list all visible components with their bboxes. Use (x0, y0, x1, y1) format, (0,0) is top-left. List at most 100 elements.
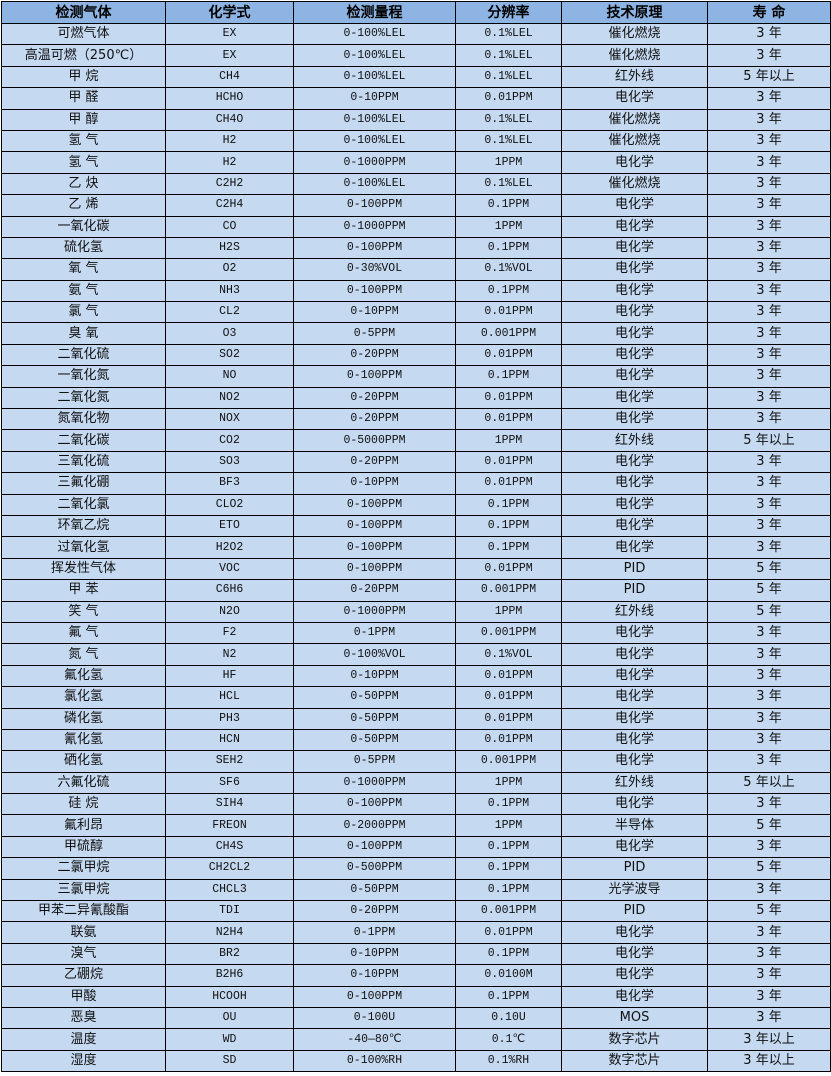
principle-cell: 电化学 (561, 450, 708, 474)
lifespan-cell: 3 年 (707, 985, 831, 1008)
gas-name-cell: 乙硼烷 (1, 964, 166, 987)
resolution-cell: 0.01PPM (455, 472, 562, 495)
principle-cell: 电化学 (561, 536, 708, 559)
lifespan-cell: 3 年 (707, 835, 831, 859)
lifespan-cell: 3 年 (707, 964, 831, 987)
lifespan-cell: 3 年 (707, 1006, 831, 1030)
formula-cell: CH4O (165, 108, 294, 131)
principle-cell: 电化学 (561, 365, 708, 388)
resolution-cell: 0.1%LEL (455, 22, 562, 46)
gas-name-cell: 甲 醛 (1, 87, 166, 110)
table-row: 甲酸 HCOOH 0-100PPM 0.1PPM 电化学 3 年 (1, 985, 831, 1008)
formula-cell: HCOOH (165, 985, 294, 1008)
formula-cell: TDI (165, 900, 294, 923)
resolution-cell: 0.1PPM (455, 878, 562, 902)
header-formula: 化学式 (165, 1, 294, 24)
header-range: 检测量程 (293, 1, 456, 24)
range-cell: 0-5PPM (293, 322, 456, 345)
gas-name-cell: 一氧化碳 (1, 215, 166, 238)
lifespan-cell: 3 年 (707, 472, 831, 495)
resolution-cell: 0.1PPM (455, 365, 562, 388)
range-cell: 0-100PPM (293, 365, 456, 388)
lifespan-cell: 3 年 (707, 215, 831, 238)
formula-cell: CHCL3 (165, 878, 294, 902)
formula-cell: C6H6 (165, 579, 294, 602)
resolution-cell: 1PPM (455, 814, 562, 837)
principle-cell: 电化学 (561, 707, 708, 730)
principle-cell: 红外线 (561, 600, 708, 623)
table-row: 高温可燃（250℃） EX 0-100%LEL 0.1%LEL 催化燃烧 3 年 (1, 44, 831, 67)
lifespan-cell: 3 年 (707, 386, 831, 410)
header-principle: 技术原理 (561, 1, 708, 24)
gas-name-cell: 环氧乙烷 (1, 514, 166, 538)
formula-cell: HCHO (165, 87, 294, 110)
resolution-cell: 0.1PPM (455, 194, 562, 217)
table-row: 甲 烷 CH4 0-100%LEL 0.1%LEL 红外线 5 年以上 (1, 65, 831, 89)
formula-cell: CO2 (165, 429, 294, 452)
table-row: 六氟化硫 SF6 0-1000PPM 1PPM 红外线 5 年以上 (1, 771, 831, 795)
gas-name-cell: 硒化氢 (1, 750, 166, 773)
lifespan-cell: 3 年 (707, 621, 831, 645)
range-cell: 0-100PPM (293, 279, 456, 303)
range-cell: 0-100%LEL (293, 108, 456, 131)
resolution-cell: 0.01PPM (455, 301, 562, 324)
range-cell: 0-50PPM (293, 728, 456, 752)
formula-cell: H2O2 (165, 536, 294, 559)
gas-name-cell: 氟利昂 (1, 814, 166, 837)
table-row: 氯 气 CL2 0-10PPM 0.01PPM 电化学 3 年 (1, 301, 831, 324)
range-cell: 0-50PPM (293, 686, 456, 709)
range-cell: 0-1PPM (293, 621, 456, 645)
lifespan-cell: 3 年 (707, 151, 831, 174)
lifespan-cell: 3 年 (707, 493, 831, 516)
lifespan-cell: 3 年 (707, 322, 831, 345)
table-row: 臭 氧 O3 0-5PPM 0.001PPM 电化学 3 年 (1, 322, 831, 345)
range-cell: 0-100PPM (293, 194, 456, 217)
resolution-cell: 0.01PPM (455, 386, 562, 410)
lifespan-cell: 3 年 (707, 279, 831, 303)
formula-cell: SO2 (165, 343, 294, 367)
gas-name-cell: 氯化氢 (1, 686, 166, 709)
formula-cell: C2H4 (165, 194, 294, 217)
lifespan-cell: 3 年 (707, 129, 831, 153)
principle-cell: 电化学 (561, 301, 708, 324)
range-cell: 0-100U (293, 1006, 456, 1030)
gas-name-cell: 氟 气 (1, 621, 166, 645)
formula-cell: CLO2 (165, 493, 294, 516)
range-cell: 0-1000PPM (293, 151, 456, 174)
formula-cell: CH4S (165, 835, 294, 859)
principle-cell: 电化学 (561, 87, 708, 110)
resolution-cell: 0.01PPM (455, 450, 562, 474)
gas-name-cell: 甲硫醇 (1, 835, 166, 859)
principle-cell: 电化学 (561, 964, 708, 987)
formula-cell: O3 (165, 322, 294, 345)
resolution-cell: 0.10U (455, 1006, 562, 1030)
lifespan-cell: 3 年 (707, 536, 831, 559)
gas-name-cell: 三氧化硫 (1, 450, 166, 474)
lifespan-cell: 3 年 (707, 942, 831, 966)
table-row: 氟 气 F2 0-1PPM 0.001PPM 电化学 3 年 (1, 621, 831, 645)
principle-cell: 红外线 (561, 771, 708, 795)
range-cell: 0-10PPM (293, 87, 456, 110)
table-row: 三氯甲烷 CHCL3 0-50PPM 0.1PPM 光学波导 3 年 (1, 878, 831, 902)
resolution-cell: 0.001PPM (455, 621, 562, 645)
lifespan-cell: 3 年以上 (707, 1049, 831, 1073)
principle-cell: 催化燃烧 (561, 108, 708, 131)
lifespan-cell: 3 年 (707, 514, 831, 538)
gas-name-cell: 三氟化硼 (1, 472, 166, 495)
range-cell: 0-50PPM (293, 878, 456, 902)
range-cell: 0-10PPM (293, 301, 456, 324)
formula-cell: C2H2 (165, 172, 294, 196)
range-cell: 0-100%LEL (293, 129, 456, 153)
principle-cell: 电化学 (561, 835, 708, 859)
range-cell: 0-100PPM (293, 236, 456, 260)
resolution-cell: 0.1PPM (455, 236, 562, 260)
formula-cell: CL2 (165, 301, 294, 324)
table-row: 氮 气 N2 0-100%VOL 0.1%VOL 电化学 3 年 (1, 643, 831, 666)
range-cell: 0-100PPM (293, 835, 456, 859)
gas-name-cell: 恶臭 (1, 1006, 166, 1030)
table-row: 氢 气 H2 0-1000PPM 1PPM 电化学 3 年 (1, 151, 831, 174)
table-row: 湿度 SD 0-100%RH 0.1%RH 数字芯片 3 年以上 (1, 1049, 831, 1073)
gas-name-cell: 温度 (1, 1028, 166, 1051)
lifespan-cell: 3 年 (707, 750, 831, 773)
resolution-cell: 0.1PPM (455, 985, 562, 1008)
